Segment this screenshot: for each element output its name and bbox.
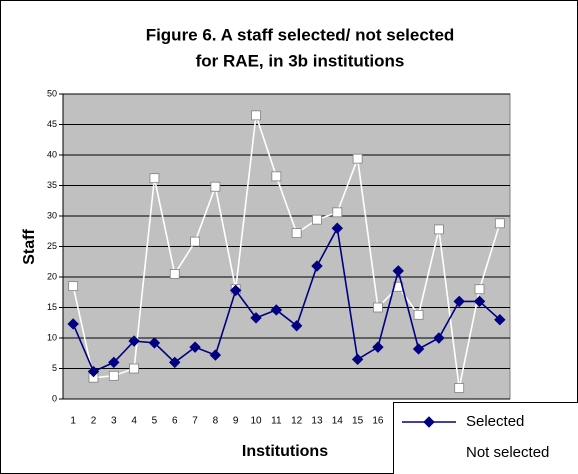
data-point xyxy=(250,312,262,324)
data-point xyxy=(148,337,161,349)
data-point xyxy=(251,110,261,121)
legend-marker xyxy=(423,416,435,428)
data-point xyxy=(190,236,200,247)
legend-label: Selected xyxy=(466,413,524,430)
data-point xyxy=(129,363,140,374)
legend-label: Not selected xyxy=(466,444,549,461)
data-point xyxy=(311,260,323,272)
y-tick-label: 50 xyxy=(47,88,57,98)
series-line xyxy=(72,225,501,373)
chart-title: Figure 6. A staff selected/ not selected xyxy=(146,25,455,44)
data-point xyxy=(351,353,364,366)
chart-title: for RAE, in 3b institutions xyxy=(196,51,405,70)
x-tick-label: 7 xyxy=(192,416,198,427)
data-point xyxy=(454,383,465,393)
data-point xyxy=(453,295,465,308)
y-tick-label: 15 xyxy=(47,302,57,312)
x-tick-label: 9 xyxy=(233,416,239,427)
x-tick-label: 3 xyxy=(111,416,117,427)
y-tick-label: 5 xyxy=(52,363,57,373)
data-point xyxy=(271,171,282,182)
y-tick-label: 30 xyxy=(47,210,57,220)
data-point xyxy=(67,318,79,330)
data-point xyxy=(494,218,505,229)
x-tick-label: 11 xyxy=(271,416,282,427)
x-tick-label: 8 xyxy=(213,416,219,427)
data-point xyxy=(392,265,404,277)
x-tick-label: 4 xyxy=(131,416,137,427)
data-point xyxy=(108,370,119,381)
data-point xyxy=(169,269,180,279)
data-point xyxy=(473,295,486,308)
x-tick-label: 5 xyxy=(152,416,158,427)
data-point xyxy=(312,214,322,225)
data-point xyxy=(372,341,384,353)
y-tick-label: 10 xyxy=(47,332,57,342)
x-tick-label: 16 xyxy=(372,416,384,427)
series-line xyxy=(72,115,501,389)
x-tick-label: 15 xyxy=(352,416,364,427)
data-point xyxy=(128,335,140,347)
data-point xyxy=(68,281,79,292)
y-tick-label: 25 xyxy=(47,241,57,251)
data-point xyxy=(108,356,120,369)
x-tick-label: 1 xyxy=(70,416,76,427)
y-tick-label: 45 xyxy=(47,119,57,129)
data-point xyxy=(209,349,222,361)
x-axis-label: Institutions xyxy=(242,443,328,460)
data-point xyxy=(412,343,425,355)
data-point xyxy=(494,313,506,326)
data-point xyxy=(413,309,424,320)
x-tick-label: 2 xyxy=(91,416,97,427)
data-point xyxy=(270,304,283,316)
x-tick-label: 10 xyxy=(250,416,262,427)
legend-box xyxy=(393,402,578,474)
y-tick-label: 20 xyxy=(47,271,57,281)
data-point xyxy=(87,365,100,378)
data-point xyxy=(433,224,444,235)
data-point xyxy=(373,302,383,313)
x-tick-label: 14 xyxy=(332,416,344,427)
y-tick-label: 0 xyxy=(52,393,57,403)
data-point xyxy=(291,228,302,238)
data-point xyxy=(169,356,181,369)
y-tick-label: 40 xyxy=(47,149,57,159)
data-point xyxy=(210,181,221,192)
data-point xyxy=(474,284,485,295)
x-tick-label: 12 xyxy=(291,416,303,427)
data-point xyxy=(149,173,160,184)
legend: Selected Not selected xyxy=(393,402,578,474)
y-tick-label: 35 xyxy=(47,180,57,190)
data-point xyxy=(352,153,363,164)
data-point xyxy=(332,207,343,218)
data-point xyxy=(433,332,445,344)
data-point xyxy=(290,320,303,332)
data-point xyxy=(229,284,242,297)
x-tick-label: 13 xyxy=(311,416,323,427)
x-tick-label: 6 xyxy=(172,416,178,427)
data-point xyxy=(331,222,344,234)
data-point xyxy=(189,341,201,353)
y-axis-label: Staff xyxy=(21,229,38,265)
